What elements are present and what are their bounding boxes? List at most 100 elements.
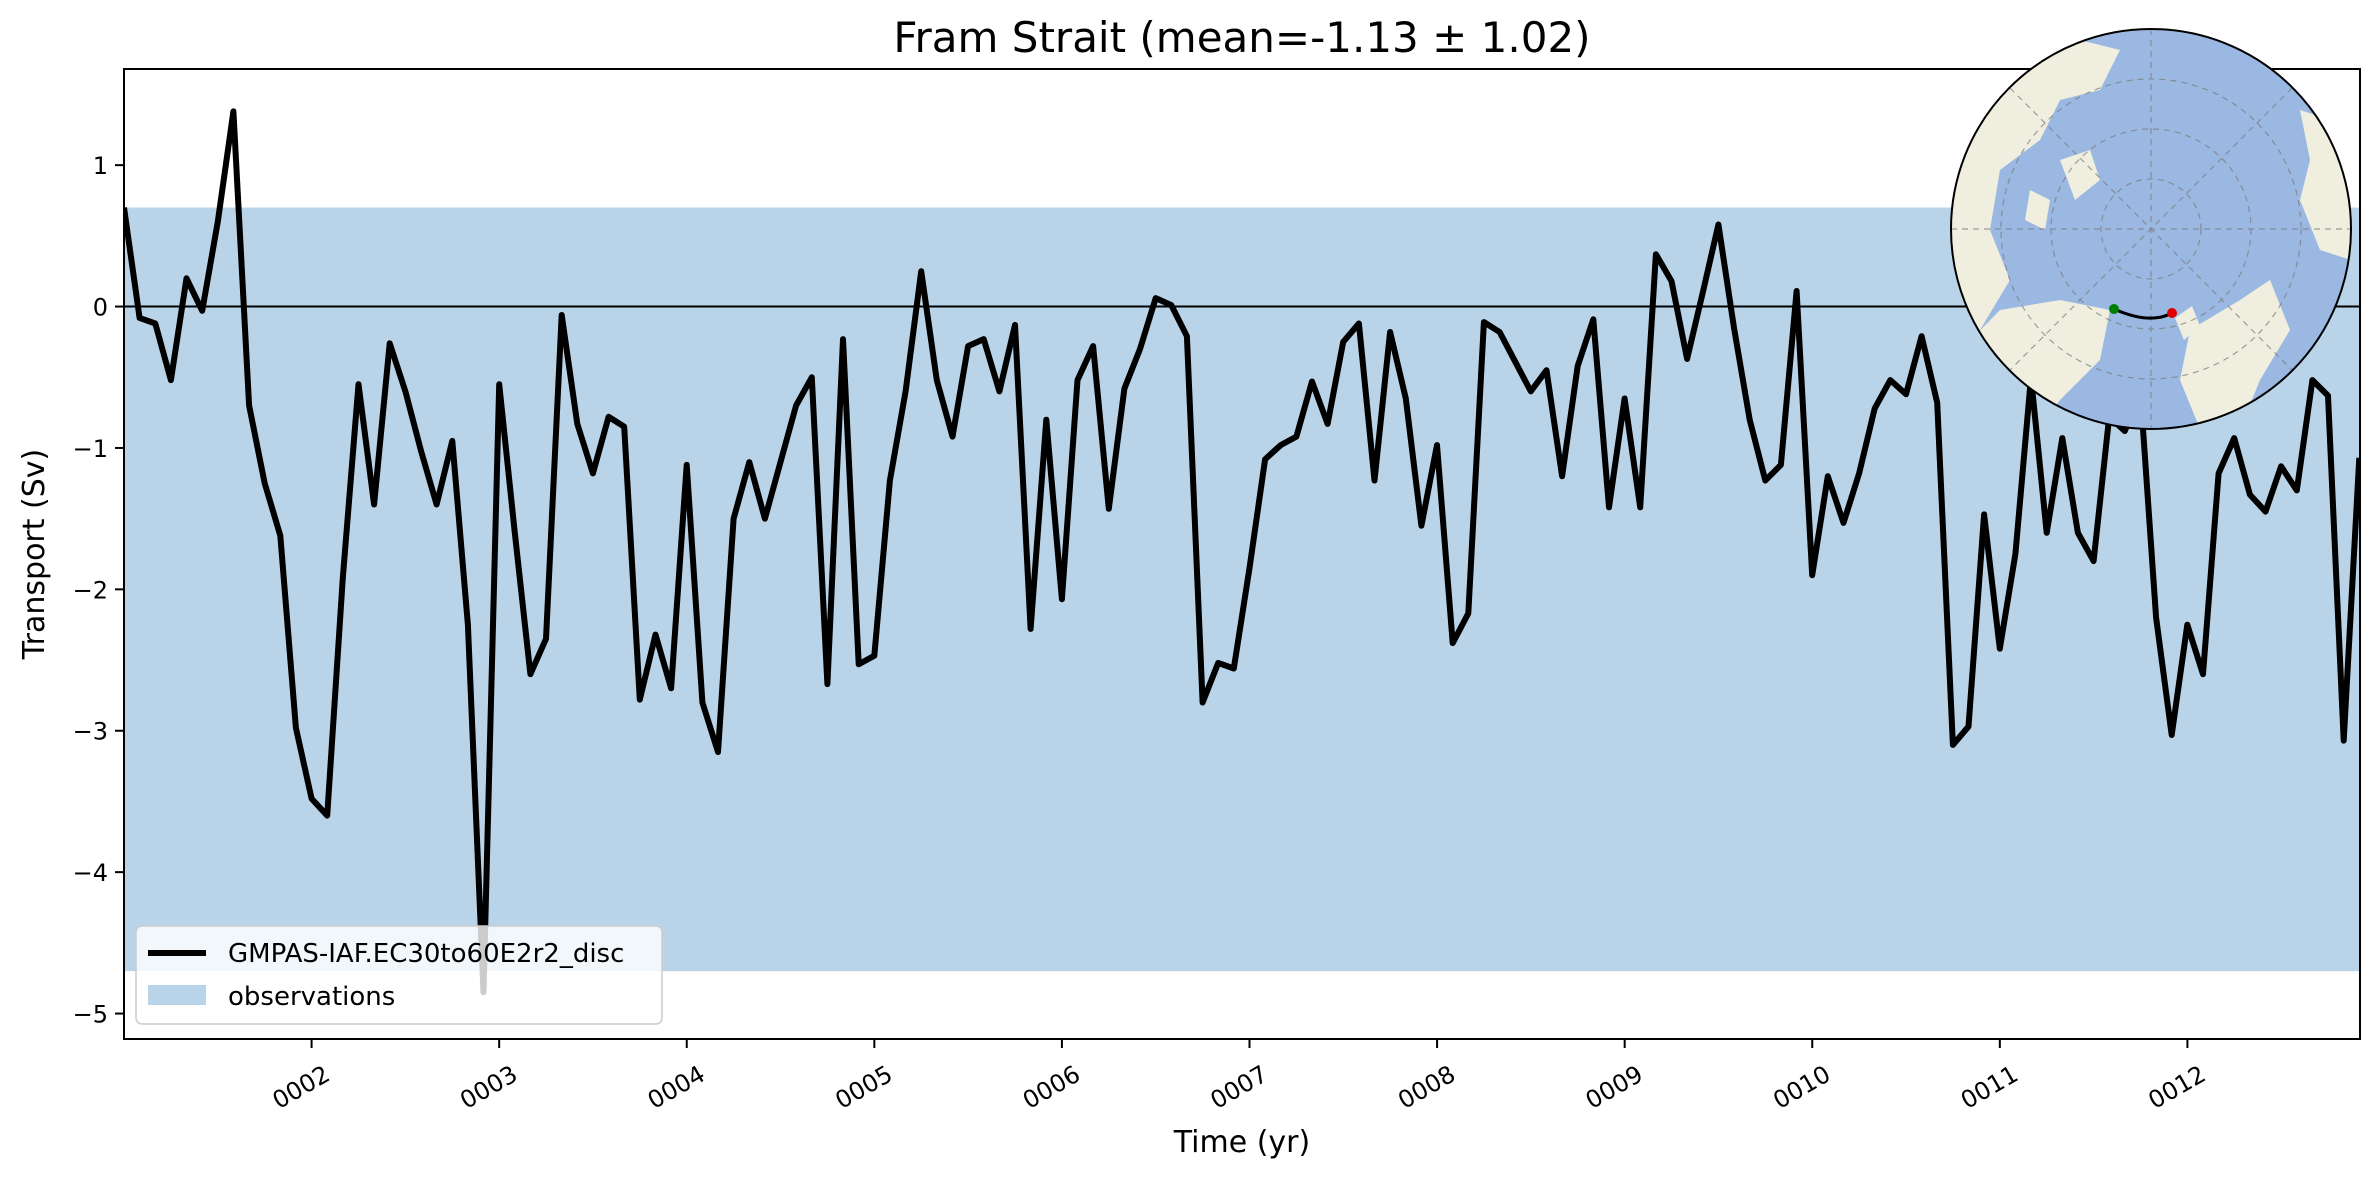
data-point — [2327, 395, 2329, 397]
data-point — [1452, 642, 1454, 644]
data-point — [2093, 560, 2095, 562]
data-point — [232, 110, 234, 112]
y-tick-label: 1 — [93, 152, 108, 180]
x-axis-label: Time (yr) — [1173, 1125, 1310, 1160]
data-point — [686, 464, 688, 466]
data-point — [436, 504, 438, 506]
data-point — [217, 221, 219, 223]
data-point — [248, 405, 250, 407]
data-point — [1936, 402, 1938, 404]
series-line — [124, 108, 2360, 996]
x-tick-label: 0007 — [1206, 1060, 1273, 1115]
data-point — [1717, 224, 1719, 226]
data-point — [2061, 437, 2063, 439]
data-point — [2155, 617, 2157, 619]
y-tick-label: 0 — [93, 294, 108, 322]
x-tick-label: 0003 — [455, 1060, 522, 1115]
legend-box — [135, 925, 663, 1025]
data-point — [1123, 388, 1125, 390]
data-point — [1264, 458, 1266, 460]
data-point — [154, 323, 156, 325]
data-point — [2186, 624, 2188, 626]
data-point — [1436, 444, 1438, 446]
data-point — [1030, 628, 1032, 630]
data-point — [342, 577, 344, 579]
data-point — [1186, 335, 1188, 337]
data-point — [1217, 662, 1219, 664]
data-point — [842, 338, 844, 340]
data-point — [1999, 648, 2001, 650]
data-point — [420, 450, 422, 452]
data-point — [498, 383, 500, 385]
data-point — [295, 727, 297, 729]
data-point — [311, 798, 313, 800]
data-point — [2124, 430, 2126, 432]
data-point — [529, 673, 531, 675]
data-point — [1202, 701, 1204, 703]
data-point — [545, 638, 547, 640]
data-point — [1530, 390, 1532, 392]
data-point — [2249, 494, 2251, 496]
y-tick-label: −4 — [73, 859, 108, 887]
data-point — [1592, 318, 1594, 320]
data-point — [1092, 345, 1094, 347]
data-point — [592, 472, 594, 474]
data-point — [1577, 365, 1579, 367]
data-point — [1389, 331, 1391, 333]
y-axis-ticks: 1 0 −1 −2 −3 −4 −5 — [73, 152, 124, 1029]
x-tick-label: 0012 — [2144, 1060, 2211, 1115]
data-point — [748, 461, 750, 463]
data-point — [1499, 331, 1501, 333]
legend: GMPAS-IAF.EC30to60E2r2_disc observations — [135, 925, 663, 1025]
data-point — [467, 624, 469, 626]
data-point — [451, 440, 453, 442]
data-point — [905, 390, 907, 392]
legend-label-series: GMPAS-IAF.EC30to60E2r2_disc — [228, 939, 624, 969]
data-point — [1233, 668, 1235, 670]
x-tick-label: 0011 — [1956, 1060, 2023, 1115]
data-point — [2264, 511, 2266, 513]
data-point — [373, 504, 375, 506]
transect-start-marker — [2109, 304, 2119, 314]
data-point — [873, 655, 875, 657]
data-point — [701, 701, 703, 703]
data-point — [795, 405, 797, 407]
data-point — [1827, 475, 1829, 477]
data-point — [889, 479, 891, 481]
data-point — [1686, 358, 1688, 360]
legend-label-observations: observations — [228, 982, 395, 1012]
data-point — [561, 314, 563, 316]
data-point — [1139, 348, 1141, 350]
data-point — [279, 535, 281, 537]
data-point — [201, 310, 203, 312]
x-tick-label: 0009 — [1581, 1060, 1648, 1115]
y-tick-label: −2 — [73, 576, 108, 604]
y-tick-label: −1 — [73, 435, 108, 463]
data-point — [170, 379, 172, 381]
data-point — [264, 482, 266, 484]
data-point — [1045, 419, 1047, 421]
data-point — [1733, 327, 1735, 329]
data-point — [1342, 341, 1344, 343]
data-point — [2311, 379, 2313, 381]
data-point — [2280, 465, 2282, 467]
data-point — [139, 317, 141, 319]
data-point — [1702, 291, 1704, 293]
x-tick-label: 0006 — [1018, 1060, 1085, 1115]
data-point — [1170, 304, 1172, 306]
data-point — [2343, 740, 2345, 742]
data-point — [1796, 290, 1798, 292]
data-point — [920, 270, 922, 272]
y-tick-label: −5 — [73, 1001, 108, 1029]
data-point — [1749, 419, 1751, 421]
data-point — [1639, 506, 1641, 508]
data-point — [1624, 397, 1626, 399]
x-tick-label: 0004 — [643, 1060, 710, 1115]
data-point — [1358, 323, 1360, 325]
data-point — [389, 342, 391, 344]
data-point — [1545, 369, 1547, 371]
data-point — [2171, 734, 2173, 736]
data-point — [858, 663, 860, 665]
data-point — [1858, 472, 1860, 474]
data-point — [2296, 489, 2298, 491]
